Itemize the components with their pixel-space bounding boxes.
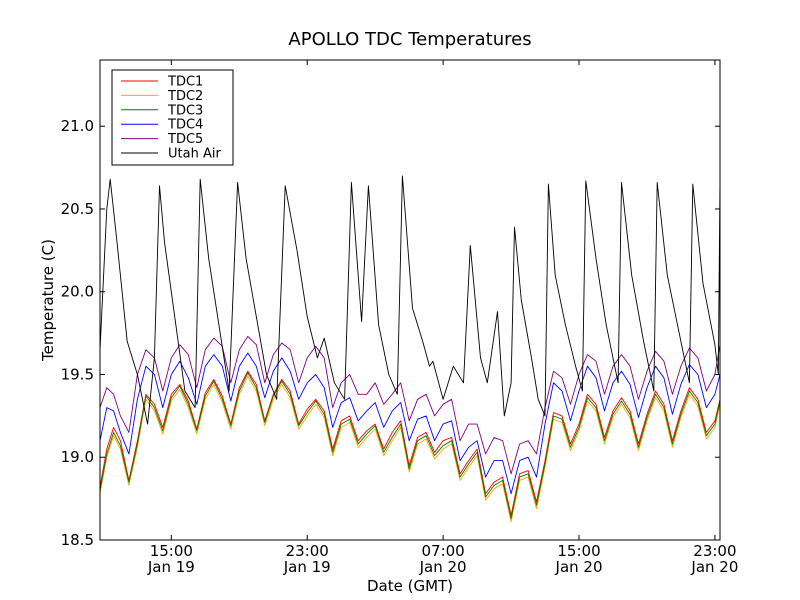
series-layer	[100, 175, 720, 523]
x-tick-label-time: 15:00	[557, 542, 600, 560]
series-line-tdc2	[100, 375, 720, 523]
y-axis-label: Temperature (C)	[39, 239, 57, 362]
y-tick-label: 19.5	[61, 365, 94, 383]
y-tick-label: 19.0	[61, 448, 94, 466]
chart-title: APOLLO TDC Temperatures	[288, 29, 531, 50]
series-line-tdc1	[100, 370, 720, 516]
x-tick-label-time: 07:00	[422, 542, 465, 560]
x-tick-label-date: Jan 19	[283, 558, 331, 576]
legend-label-tdc4: TDC4	[167, 118, 203, 133]
series-line-tdc3	[100, 372, 720, 519]
y-tick-label: 20.5	[61, 200, 94, 218]
legend-label-tdc1: TDC1	[167, 75, 203, 90]
x-tick-label-time: 15:00	[150, 542, 193, 560]
x-tick-label-time: 23:00	[286, 542, 329, 560]
x-tick-label-date: Jan 20	[419, 558, 467, 576]
y-tick-label: 21.0	[61, 117, 94, 135]
legend-label-tdc5: TDC5	[167, 132, 203, 147]
x-tick-label-date: Jan 20	[690, 558, 738, 576]
legend-box	[111, 69, 234, 166]
series-line-utah-air	[100, 175, 720, 425]
x-tick-label-date: Jan 20	[555, 558, 603, 576]
y-tick-label: 20.0	[61, 283, 94, 301]
y-tick-label: 18.5	[61, 531, 94, 549]
legend-label-utah-air: Utah Air	[168, 147, 221, 162]
x-axis-label: Date (GMT)	[367, 577, 453, 595]
legend-label-tdc2: TDC2	[167, 89, 203, 104]
x-tick-label-time: 23:00	[693, 542, 736, 560]
plot-frame	[99, 59, 721, 541]
legend-label-tdc3: TDC3	[167, 103, 203, 118]
x-tick-label-date: Jan 19	[147, 558, 195, 576]
